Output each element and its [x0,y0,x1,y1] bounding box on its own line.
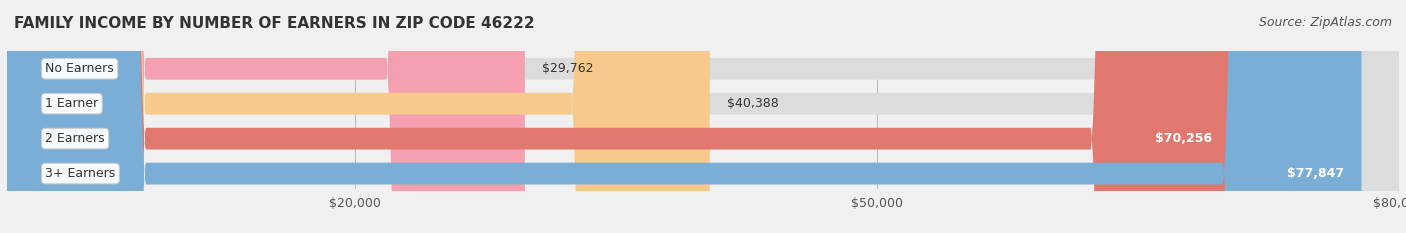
Text: 1 Earner: 1 Earner [45,97,98,110]
FancyBboxPatch shape [7,0,524,233]
FancyBboxPatch shape [7,0,1361,233]
Text: $29,762: $29,762 [543,62,593,75]
FancyBboxPatch shape [7,0,1399,233]
Text: Source: ZipAtlas.com: Source: ZipAtlas.com [1258,16,1392,29]
FancyBboxPatch shape [7,0,1399,233]
FancyBboxPatch shape [7,0,1229,233]
FancyBboxPatch shape [7,0,1399,233]
Text: $70,256: $70,256 [1154,132,1212,145]
Text: $40,388: $40,388 [727,97,779,110]
FancyBboxPatch shape [7,0,1399,233]
Text: FAMILY INCOME BY NUMBER OF EARNERS IN ZIP CODE 46222: FAMILY INCOME BY NUMBER OF EARNERS IN ZI… [14,16,534,31]
Text: 2 Earners: 2 Earners [45,132,105,145]
Text: No Earners: No Earners [45,62,114,75]
FancyBboxPatch shape [7,0,710,233]
Text: $77,847: $77,847 [1286,167,1344,180]
Text: 3+ Earners: 3+ Earners [45,167,115,180]
